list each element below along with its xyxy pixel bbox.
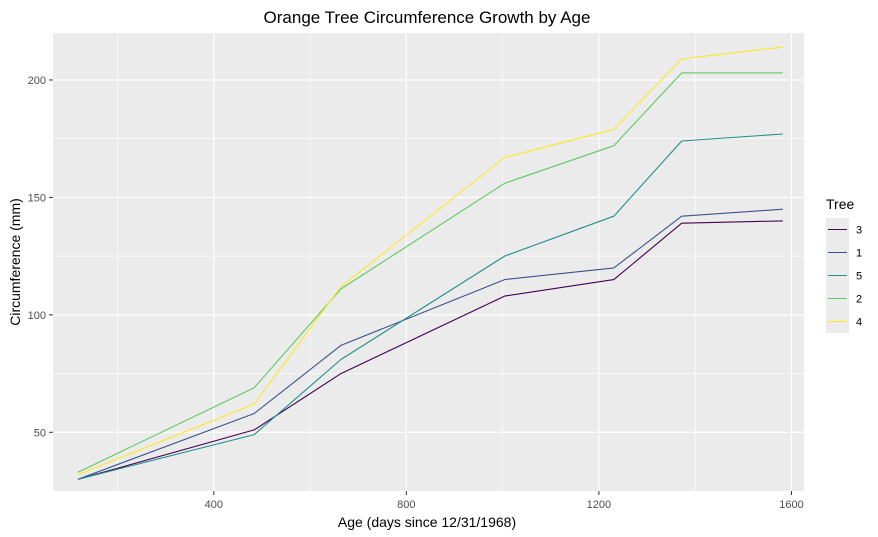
legend-label: 3	[856, 225, 862, 237]
legend-label: 4	[856, 317, 862, 329]
y-axis-ticks: 50 100 150 200	[28, 75, 53, 439]
series-line-tree-2	[77, 72, 783, 473]
x-tick-label: 1600	[779, 499, 803, 511]
series-line-tree-4	[77, 46, 783, 476]
x-tick-label: 400	[205, 499, 223, 511]
legend-item-tree-4: 4	[826, 310, 862, 333]
y-tick-label: 200	[28, 75, 46, 87]
legend: Tree 3 1 5 2 4	[826, 196, 862, 333]
x-tick-label: 1200	[587, 499, 611, 511]
series-line-tree-3	[77, 220, 783, 480]
series-line-tree-5	[77, 133, 783, 480]
x-axis-title: Age (days since 12/31/1968)	[338, 514, 516, 530]
y-tick-label: 50	[34, 427, 46, 439]
plot-panel	[53, 33, 804, 491]
series-lines	[77, 46, 783, 480]
legend-item-tree-2: 2	[826, 287, 862, 310]
y-tick-label: 100	[28, 310, 46, 322]
y-axis-title: Circumference (mm)	[7, 198, 23, 326]
series-line-tree-1	[77, 208, 783, 480]
y-tick-label: 150	[28, 192, 46, 204]
grid-minor	[53, 33, 804, 491]
grid-major	[53, 33, 804, 491]
legend-label: 1	[856, 248, 862, 260]
legend-items: 3 1 5 2 4	[826, 218, 862, 333]
legend-label: 5	[856, 271, 862, 283]
legend-item-tree-3: 3	[826, 218, 862, 241]
legend-label: 2	[856, 294, 862, 306]
legend-title: Tree	[826, 196, 854, 212]
legend-item-tree-1: 1	[826, 241, 862, 264]
chart-title: Orange Tree Circumference Growth by Age	[264, 8, 591, 27]
x-axis-ticks: 400 800 1200 1600	[205, 491, 804, 511]
legend-item-tree-5: 5	[826, 264, 862, 287]
x-tick-label: 800	[397, 499, 415, 511]
